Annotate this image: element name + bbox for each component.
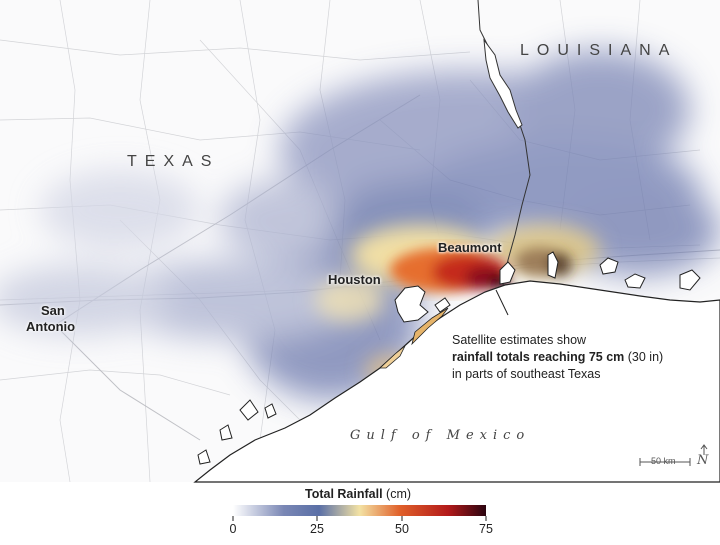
gulf-water	[193, 280, 720, 483]
legend-tick-label-75: 75	[479, 522, 493, 536]
city-label-houston: Houston	[328, 272, 381, 287]
annotation-line2: rainfall totals reaching 75 cm (30 in)	[452, 349, 712, 366]
north-arrow-icon	[700, 444, 708, 455]
legend-tick-label-50: 50	[395, 522, 409, 536]
city-label-beaumont: Beaumont	[438, 240, 502, 255]
scale-bar	[639, 458, 691, 466]
legend-title-bold: Total Rainfall	[305, 487, 383, 501]
north-symbol: N	[697, 453, 709, 468]
water-label-gulf: Gulf of Mexico	[350, 428, 531, 443]
state-label-texas: TEXAS	[127, 153, 220, 170]
legend-title-unit: (cm)	[382, 487, 412, 501]
legend-tick-label-25: 25	[310, 522, 324, 536]
legend-title: Total Rainfall (cm)	[305, 487, 411, 501]
legend-colorbar	[233, 505, 486, 516]
city-label-san-antonio-line2: Antonio	[26, 319, 76, 334]
state-label-louisiana: LOUISIANA	[520, 42, 678, 59]
annotation-leader	[495, 289, 509, 316]
rainfall-overlay	[0, 50, 720, 400]
annotation-line2-rest: (30 in)	[624, 350, 664, 364]
coastal-bays	[197, 251, 701, 465]
annotation-line2-bold: rainfall totals reaching 75 cm	[452, 350, 625, 364]
annotation-text: Satellite estimates show rainfall totals…	[452, 332, 712, 383]
scale-bar-label: 50 km	[651, 456, 676, 466]
legend-ticks	[232, 516, 487, 521]
city-label-san-antonio-line1: San	[41, 303, 65, 318]
legend-tick-label-0: 0	[229, 522, 237, 536]
annotation-line1: Satellite estimates show	[452, 333, 587, 347]
annotation-line3: in parts of southeast Texas	[452, 367, 601, 381]
